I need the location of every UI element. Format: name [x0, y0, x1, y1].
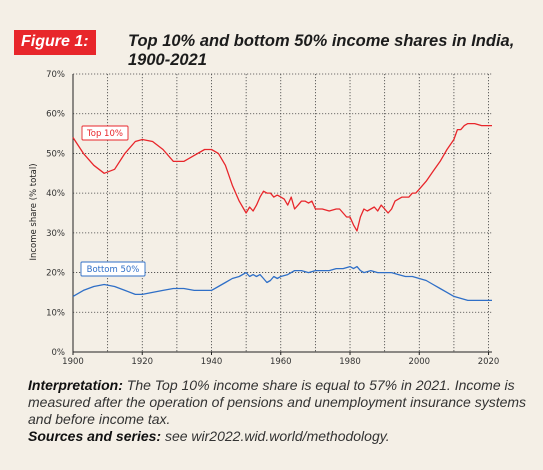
x-tick-label: 1960 — [270, 357, 292, 367]
interpretation-label: Interpretation: — [28, 377, 123, 393]
series-label-bottom50: Bottom 50% — [87, 265, 140, 275]
series-layer — [72, 122, 492, 302]
series-label-box — [80, 261, 146, 277]
x-tick-label: 2020 — [478, 357, 500, 367]
y-tick-label: 60% — [46, 110, 65, 120]
x-tick-label: 2000 — [408, 357, 430, 367]
figure-title: Top 10% and bottom 50% income shares in … — [128, 32, 515, 69]
interpretation-text: The Top 10% income share is equal to 57%… — [28, 377, 527, 427]
y-tick-label: 20% — [46, 269, 65, 279]
x-tick-label: 1900 — [62, 357, 84, 367]
grid — [73, 73, 492, 352]
y-tick-label: 70% — [46, 70, 65, 80]
y-tick-label: 40% — [46, 189, 65, 199]
x-tick-label: 1940 — [201, 357, 223, 367]
series-label-box — [81, 125, 129, 141]
series-label-top10: Top 10% — [86, 129, 123, 139]
x-tick-label: 1920 — [131, 357, 153, 367]
y-tick-label: 10% — [46, 308, 65, 318]
y-tick-label: 50% — [46, 149, 65, 159]
series-labels: Top 10% Bottom 50% — [80, 125, 146, 277]
chart: 0% 10% 20% 30% 40% 50% 60% 70% 1900 1920 1940 1960 1… — [29, 70, 499, 367]
sources-text: see wir2022.wid.world/methodology. — [161, 428, 390, 444]
axes: 0% 10% 20% 30% 40% 50% 60% 70% 1900 1920 1940 1960 1… — [46, 70, 499, 367]
sources-label: Sources and series: — [28, 428, 162, 444]
caption: Interpretation: The Top 10% income share… — [28, 377, 528, 445]
y-axis-label: Income share (% total) — [29, 163, 39, 260]
figure-badge: Figure 1: — [14, 30, 96, 55]
series-line-top10 — [72, 122, 492, 232]
x-tick-label: 1980 — [339, 357, 361, 367]
y-tick-label: 30% — [46, 229, 65, 239]
y-tick-label: 0% — [52, 348, 66, 358]
series-line-bottom50 — [72, 265, 492, 302]
